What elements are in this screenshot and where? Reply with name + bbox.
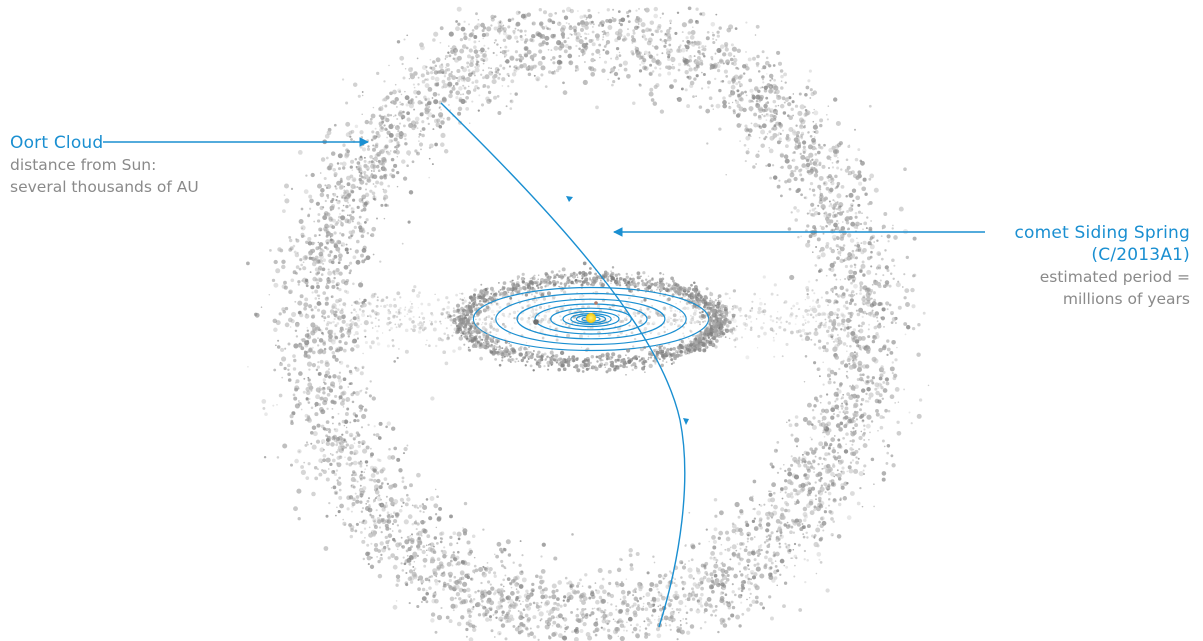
orbit-ring: [534, 303, 648, 335]
oort-distance-line1: distance from Sun:: [10, 156, 157, 174]
comet-label: comet Siding Spring (C/2013A1) estimated…: [1015, 222, 1191, 310]
comet-period-line2: millions of years: [1062, 290, 1190, 308]
oort-cloud-label: Oort Cloud distance from Sun: several th…: [10, 132, 199, 198]
trajectory-arrow-lower: [683, 418, 689, 425]
scattered-disc-front: [451, 313, 735, 376]
orbit-ring: [495, 292, 687, 346]
oort-cloud-shell: [246, 6, 930, 641]
comet-designation: (C/2013A1): [1091, 245, 1190, 265]
orbit-ring: [516, 298, 666, 340]
comet-trajectory: [440, 102, 686, 628]
planet-dot: [643, 298, 647, 302]
orbit-ring: [550, 307, 632, 331]
comet-period-line1: estimated period =: [1039, 268, 1190, 286]
oort-distance-line2: several thousands of AU: [10, 178, 199, 196]
orbit-ring: [562, 310, 620, 328]
planet-dot: [533, 319, 539, 325]
trajectory-arrow-upper: [566, 196, 573, 202]
oort-cloud-title: Oort Cloud: [10, 133, 104, 153]
planet-dot: [594, 301, 598, 305]
comet-title: comet Siding Spring: [1014, 223, 1190, 243]
sun-icon: [586, 313, 596, 323]
